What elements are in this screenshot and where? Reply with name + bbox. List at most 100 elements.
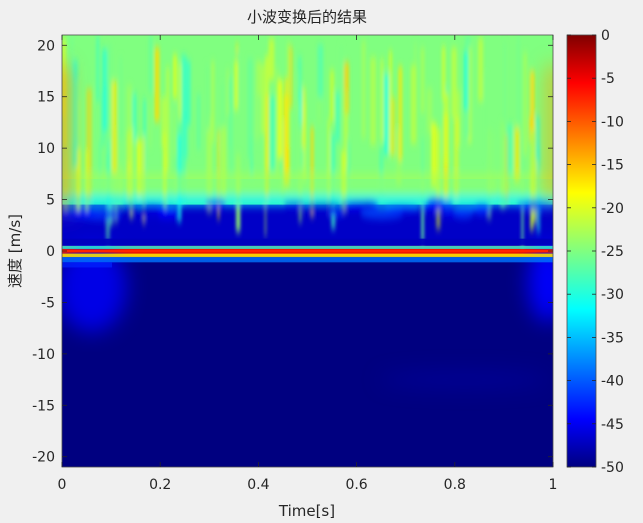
- heatmap-streak: [107, 44, 113, 128]
- heatmap-streak: [361, 40, 366, 139]
- heatmap-streak: [383, 74, 389, 155]
- heatmap-streak: [96, 36, 100, 102]
- x-tick-label: 0.4: [247, 477, 269, 493]
- heatmap-streak: [166, 67, 170, 172]
- heatmap-streak: [431, 122, 437, 188]
- heatmap-streak: [269, 96, 276, 170]
- y-tick-label: 10: [37, 141, 55, 157]
- heatmap-streak: [463, 51, 469, 111]
- heatmap-transition-band: [62, 172, 553, 194]
- colorbar-gradient: [566, 34, 597, 468]
- heatmap-streak: [523, 52, 527, 156]
- heatmap-zero-ridge: [62, 238, 553, 245]
- heatmap-streak: [196, 94, 201, 150]
- heatmap-streak: [339, 45, 344, 118]
- heatmap-streak: [126, 131, 130, 203]
- heatmap-streak: [514, 127, 520, 183]
- heatmap-transition-band: [62, 195, 553, 207]
- heatmap-streak: [206, 116, 213, 213]
- heatmap-streak: [330, 70, 335, 122]
- heatmap-streak: [86, 88, 92, 203]
- heatmap-streak: [186, 60, 191, 126]
- heatmap-streak: [173, 107, 177, 157]
- heatmap-streak: [506, 124, 513, 179]
- heatmap-streak: [298, 56, 302, 102]
- heatmap-streak: [370, 57, 377, 146]
- heatmap-streak: [298, 123, 303, 223]
- heatmap-streak: [148, 35, 153, 93]
- heatmap-streak: [275, 67, 279, 175]
- heatmap-left-edge: [62, 65, 66, 210]
- heatmap-streak: [327, 119, 330, 215]
- heatmap-streak: [443, 92, 449, 165]
- heatmap-streak: [260, 64, 266, 134]
- heatmap-streak: [317, 44, 324, 98]
- heatmap-blob: [383, 205, 420, 214]
- heatmap-streak: [426, 87, 433, 134]
- x-axis: 0 0.2 0.4 0.6 0.8 1: [58, 35, 558, 493]
- heatmap-blob: [283, 201, 305, 209]
- heatmap-streak: [136, 139, 142, 196]
- y-tick-label: -5: [41, 295, 55, 311]
- heatmap-streak: [335, 91, 340, 142]
- heatmap-streak: [310, 126, 314, 217]
- heatmap-streak: [301, 87, 306, 149]
- heatmap-streak: [530, 130, 535, 172]
- heatmap-zero-ridge: [62, 249, 553, 253]
- heatmap-streak: [490, 131, 497, 197]
- heatmap-streak: [296, 74, 300, 119]
- heatmap-blob: [452, 207, 474, 219]
- heatmap-streak: [539, 114, 542, 158]
- heatmap-streak: [503, 42, 506, 127]
- heatmap-streak: [379, 147, 384, 195]
- heatmap-streak: [390, 97, 396, 157]
- x-tick-label: 1: [549, 477, 558, 493]
- y-axis: 20 15 10 5 0 -5 -10 -15 -20: [32, 38, 553, 466]
- heatmap-faint-blob: [379, 371, 550, 388]
- heatmap-zero-ridge: [62, 253, 553, 258]
- heatmap-streak: [389, 51, 392, 155]
- heatmap-streak: [178, 63, 183, 122]
- heatmap-streak: [161, 96, 167, 148]
- heatmap-streak: [276, 79, 283, 159]
- heatmap-streak: [181, 55, 187, 158]
- colorbar-tick-label: -45: [601, 417, 624, 433]
- heatmap-blob: [121, 205, 146, 213]
- y-tick-label: 0: [46, 244, 55, 260]
- heatmap-streak: [451, 47, 457, 118]
- heatmap-zero-ridge: [62, 262, 112, 268]
- heatmap-streak: [287, 42, 290, 147]
- colorbar-tick-label: -5: [601, 71, 615, 87]
- heatmap-streak: [442, 46, 446, 100]
- heatmap-streak: [111, 80, 118, 173]
- heatmap-streak: [517, 35, 520, 129]
- heatmap-streak: [226, 69, 229, 115]
- heatmap-blob: [62, 209, 98, 216]
- heatmap-blob: [205, 199, 227, 208]
- heatmap-streak: [380, 59, 384, 142]
- heatmap-streak: [398, 66, 403, 161]
- heatmap-streak: [102, 48, 108, 132]
- heatmap-streak: [504, 134, 509, 206]
- heatmap-streak: [289, 46, 293, 108]
- heatmap-streak: [500, 122, 506, 208]
- heatmap-band: [62, 261, 553, 467]
- heatmap-blob: [327, 209, 345, 217]
- heatmap-streak: [174, 106, 180, 172]
- colorbar-tick-label: -15: [601, 158, 624, 174]
- x-tick-label: 0.6: [345, 477, 367, 493]
- y-tick-label: 15: [37, 90, 55, 106]
- heatmap-streak: [162, 132, 167, 213]
- heatmap-streak: [72, 59, 78, 167]
- heatmap-streak: [346, 136, 350, 201]
- heatmap-blob: [344, 202, 364, 211]
- heatmap-streak: [154, 47, 160, 122]
- colorbar: 0 -5 -10 -15 -20 -25 -30 -35 -40 -45 -50: [566, 28, 624, 476]
- colorbar-tick-label: -30: [601, 287, 624, 303]
- colorbar-tick-label: -35: [601, 330, 624, 346]
- heatmap-streak: [179, 120, 184, 202]
- heatmap-streak: [173, 54, 177, 99]
- heatmap-blob: [516, 200, 553, 211]
- colorbar-tick-label: -20: [601, 201, 624, 217]
